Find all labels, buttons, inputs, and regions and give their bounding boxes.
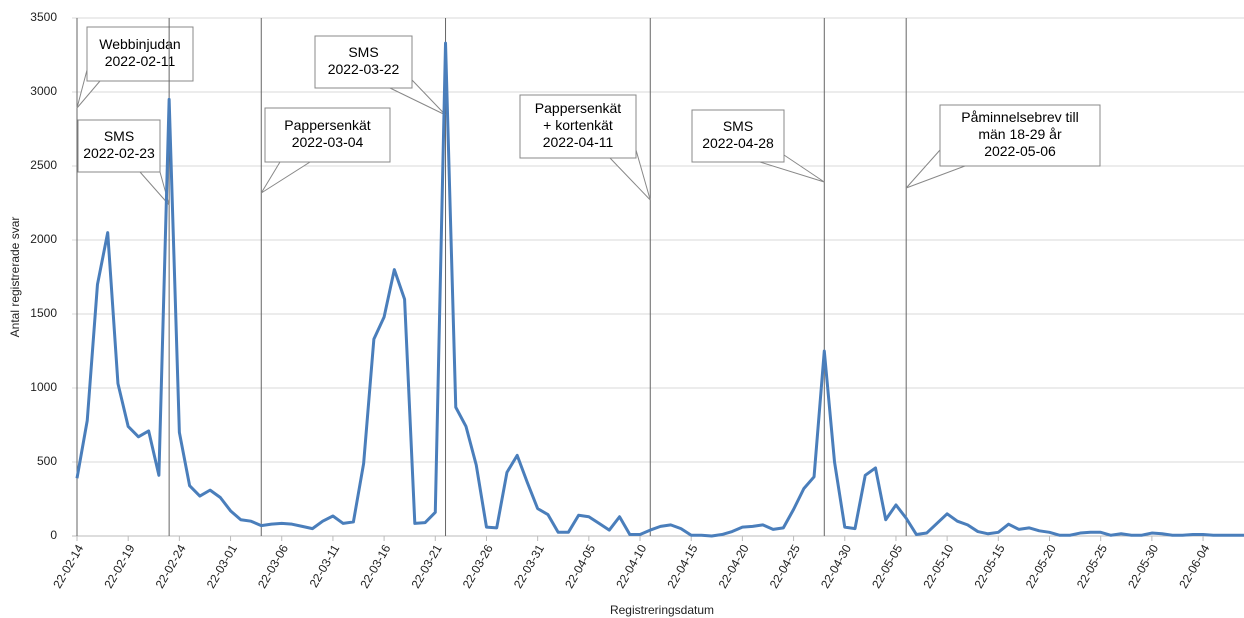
callout-text: Pappersenkät [284, 117, 371, 133]
callout-box [314, 35, 413, 89]
x-tick-label: 22-03-01 [204, 542, 240, 591]
x-axis-label: Registreringsdatum [610, 603, 714, 617]
x-tick-label: 22-03-31 [511, 542, 547, 591]
callout-box [77, 119, 161, 173]
y-tick-label: 2000 [30, 232, 57, 246]
callout-box [939, 104, 1101, 167]
x-tick-label: 22-04-30 [818, 542, 854, 591]
callout-date: 2022-03-22 [328, 61, 400, 77]
x-tick-label: 22-05-25 [1074, 542, 1110, 591]
callout-date: 2022-02-11 [105, 53, 176, 69]
callout-text: Webbinjudan [99, 36, 180, 52]
callout-box [86, 26, 194, 82]
x-tick-label: 22-02-14 [50, 542, 86, 591]
y-axis-label: Antal registrerade svar [8, 217, 22, 338]
callout-pointer [260, 161, 312, 194]
callout-box [519, 94, 637, 159]
x-tick-label: 22-02-19 [101, 542, 137, 591]
y-tick-label: 1500 [30, 306, 57, 320]
callout-box [691, 109, 785, 163]
callout-box [264, 107, 391, 163]
callout-pointer [138, 171, 170, 206]
x-tick-label: 22-04-10 [613, 542, 649, 591]
callout-text: män 18-29 år [978, 126, 1062, 142]
x-tick-label: 22-05-10 [920, 542, 956, 591]
y-tick-label: 1000 [30, 380, 57, 394]
callout-text: Pappersenkät [535, 100, 622, 116]
y-tick-label: 0 [50, 528, 57, 542]
x-tick-label: 22-03-21 [408, 542, 444, 591]
y-tick-label: 3000 [30, 84, 57, 98]
callout-text: SMS [723, 118, 753, 134]
x-tick-label: 22-04-20 [716, 542, 752, 591]
callout-date: 2022-04-11 [543, 134, 614, 150]
callout-text: SMS [104, 128, 134, 144]
x-tick-label: 22-05-30 [1125, 542, 1161, 591]
callout-text: + kortenkät [543, 117, 613, 133]
callout-date: 2022-03-04 [292, 134, 364, 150]
x-tick-label: 22-03-11 [307, 542, 343, 590]
x-tick-label: 22-03-16 [357, 542, 393, 591]
y-tick-label: 3500 [30, 10, 57, 24]
x-tick-label: 22-03-26 [460, 542, 496, 591]
x-tick-label: 22-04-25 [767, 542, 803, 591]
x-tick-label: 22-05-20 [1023, 542, 1059, 591]
x-tick-label: 22-05-05 [869, 542, 905, 591]
callout-date: 2022-02-23 [83, 145, 155, 161]
callout-text: Påminnelsebrev till [961, 109, 1079, 125]
callout-date: 2022-05-06 [984, 143, 1056, 159]
y-tick-label: 500 [37, 454, 57, 468]
x-tick-label: 22-04-05 [562, 542, 598, 591]
callout-date: 2022-04-28 [702, 135, 774, 151]
x-tick-label: 22-06-04 [1176, 542, 1212, 591]
x-tick-label: 22-02-24 [153, 542, 189, 591]
x-tick-label: 22-03-06 [255, 542, 291, 591]
y-tick-label: 2500 [30, 158, 57, 172]
data-line [75, 41, 1244, 538]
x-tick-label: 22-05-15 [972, 542, 1008, 591]
x-tick-label: 22-04-15 [664, 542, 700, 591]
callout-text: SMS [348, 44, 378, 60]
